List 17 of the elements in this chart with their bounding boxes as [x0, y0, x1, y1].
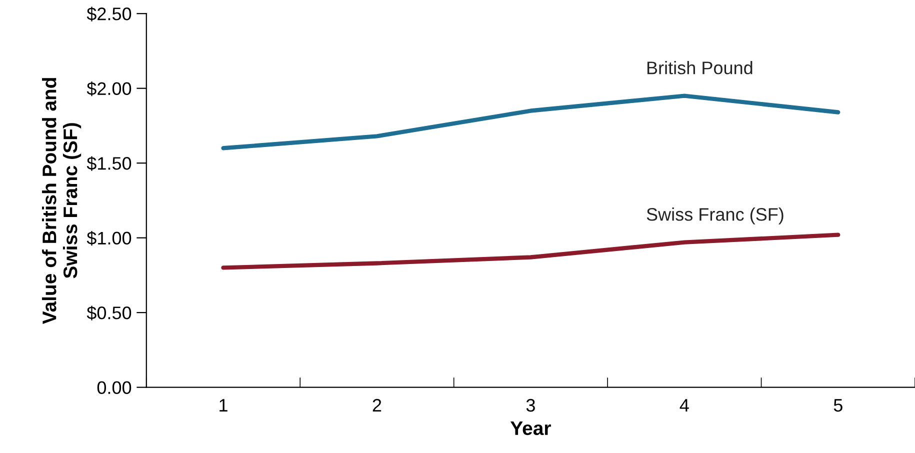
line-series [221, 232, 840, 270]
x-tick-label: 1 [220, 399, 228, 412]
series-label: British Pound [647, 61, 752, 74]
y-tick-label: $2.00 [86, 82, 132, 96]
y-tick-label: $1.50 [86, 156, 132, 171]
x-axis-title: Year [510, 422, 551, 436]
x-tick-label: 4 [680, 399, 689, 412]
x-tick-label: 3 [526, 398, 535, 412]
y-tick-label: $1.00 [86, 231, 132, 246]
x-tick-label: 2 [372, 398, 382, 412]
y-tick-label: $0.50 [86, 306, 132, 320]
series-label: Swiss Franc (SF) [646, 208, 784, 224]
y-axis-title: Value of British Pound and Swiss Franc (SF) [42, 78, 82, 324]
y-tick-label: 0.00 [97, 381, 132, 394]
line-series [221, 94, 840, 150]
y-tick-label: $2.50 [86, 6, 132, 22]
x-tick-label: 5 [834, 399, 842, 412]
